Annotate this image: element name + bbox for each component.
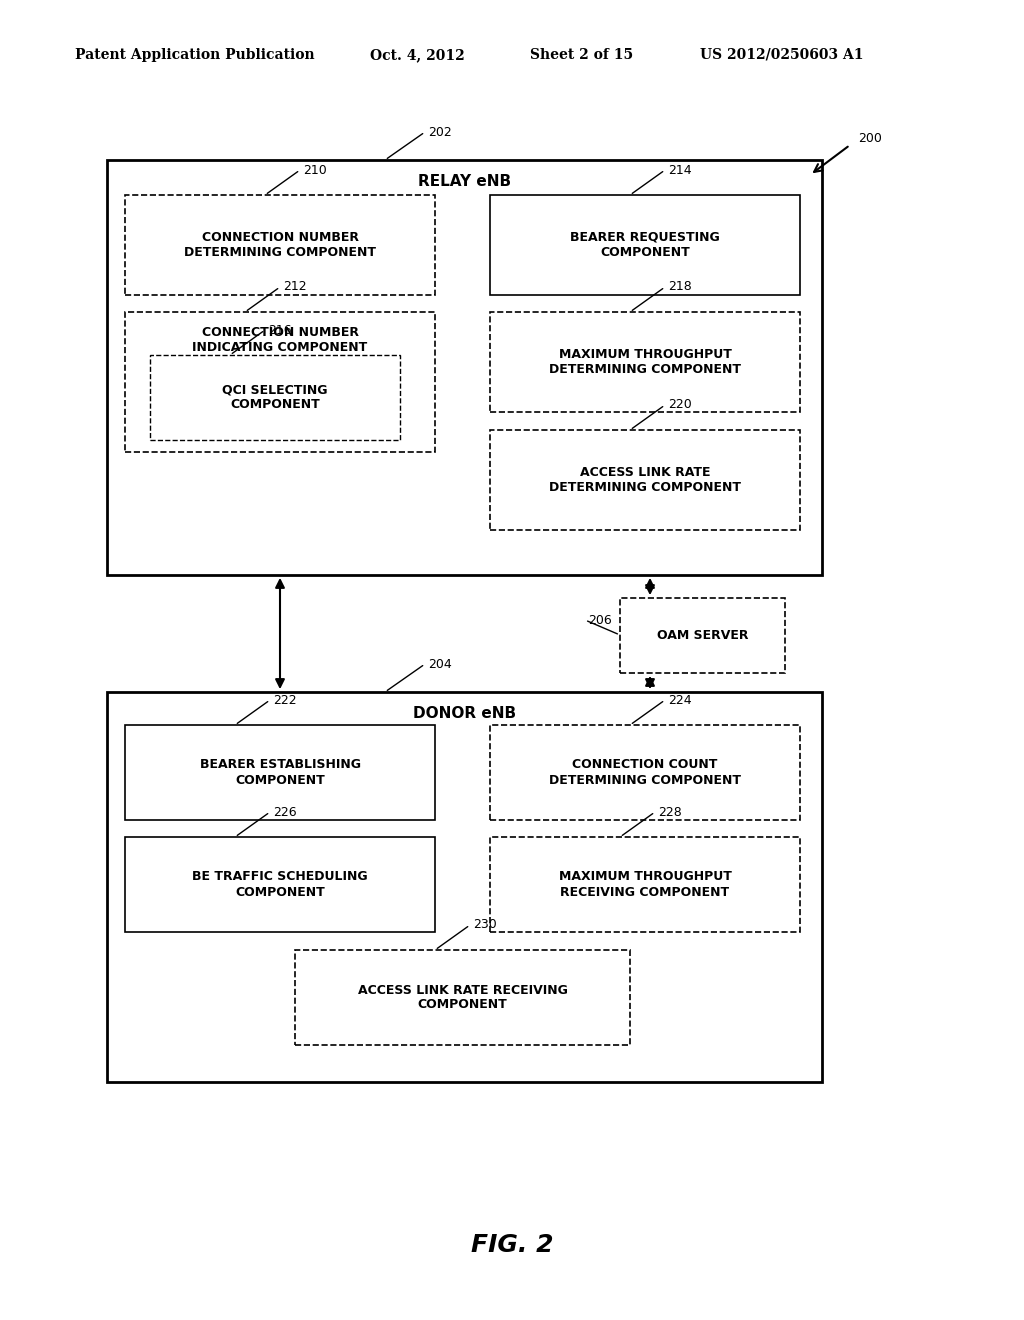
Text: Patent Application Publication: Patent Application Publication	[75, 48, 314, 62]
Text: 214: 214	[668, 164, 691, 177]
Text: ACCESS LINK RATE
DETERMINING COMPONENT: ACCESS LINK RATE DETERMINING COMPONENT	[549, 466, 741, 494]
Bar	[620, 598, 785, 673]
Bar	[490, 312, 800, 412]
Text: MAXIMUM THROUGHPUT
DETERMINING COMPONENT: MAXIMUM THROUGHPUT DETERMINING COMPONENT	[549, 348, 741, 376]
Text: US 2012/0250603 A1: US 2012/0250603 A1	[700, 48, 863, 62]
Text: DONOR eNB: DONOR eNB	[413, 706, 516, 722]
Bar	[106, 160, 822, 576]
Text: MAXIMUM THROUGHPUT
RECEIVING COMPONENT: MAXIMUM THROUGHPUT RECEIVING COMPONENT	[558, 870, 731, 899]
Text: BEARER REQUESTING
COMPONENT: BEARER REQUESTING COMPONENT	[570, 231, 720, 259]
Text: 222: 222	[273, 693, 297, 706]
Text: 202: 202	[428, 125, 452, 139]
Text: OAM SERVER: OAM SERVER	[656, 630, 749, 642]
Text: 200: 200	[858, 132, 882, 144]
Text: BEARER ESTABLISHING
COMPONENT: BEARER ESTABLISHING COMPONENT	[200, 759, 360, 787]
Bar	[295, 950, 630, 1045]
Text: 228: 228	[658, 805, 682, 818]
Text: 224: 224	[668, 693, 691, 706]
Text: 226: 226	[273, 805, 297, 818]
Text: ACCESS LINK RATE RECEIVING
COMPONENT: ACCESS LINK RATE RECEIVING COMPONENT	[357, 983, 567, 1011]
Bar	[125, 312, 435, 451]
Bar	[490, 725, 800, 820]
Text: 220: 220	[668, 399, 692, 412]
Text: Oct. 4, 2012: Oct. 4, 2012	[370, 48, 465, 62]
Text: 218: 218	[668, 281, 692, 293]
Text: 210: 210	[303, 164, 327, 177]
Bar	[490, 195, 800, 294]
Text: QCI SELECTING
COMPONENT: QCI SELECTING COMPONENT	[222, 384, 328, 412]
Text: BE TRAFFIC SCHEDULING
COMPONENT: BE TRAFFIC SCHEDULING COMPONENT	[193, 870, 368, 899]
Text: 204: 204	[428, 657, 452, 671]
Text: 212: 212	[283, 281, 306, 293]
Bar	[106, 692, 822, 1082]
Bar	[125, 725, 435, 820]
Text: 230: 230	[473, 919, 497, 932]
Text: CONNECTION NUMBER
INDICATING COMPONENT: CONNECTION NUMBER INDICATING COMPONENT	[193, 326, 368, 354]
Text: CONNECTION NUMBER
DETERMINING COMPONENT: CONNECTION NUMBER DETERMINING COMPONENT	[184, 231, 376, 259]
Text: CONNECTION COUNT
DETERMINING COMPONENT: CONNECTION COUNT DETERMINING COMPONENT	[549, 759, 741, 787]
Bar	[150, 355, 400, 440]
Text: Sheet 2 of 15: Sheet 2 of 15	[530, 48, 633, 62]
Bar	[125, 837, 435, 932]
Bar	[490, 430, 800, 531]
Bar	[125, 195, 435, 294]
Text: RELAY eNB: RELAY eNB	[418, 174, 511, 190]
Text: FIG. 2: FIG. 2	[471, 1233, 553, 1257]
Bar	[490, 837, 800, 932]
Text: 216: 216	[268, 323, 292, 337]
Text: 206: 206	[588, 614, 611, 627]
